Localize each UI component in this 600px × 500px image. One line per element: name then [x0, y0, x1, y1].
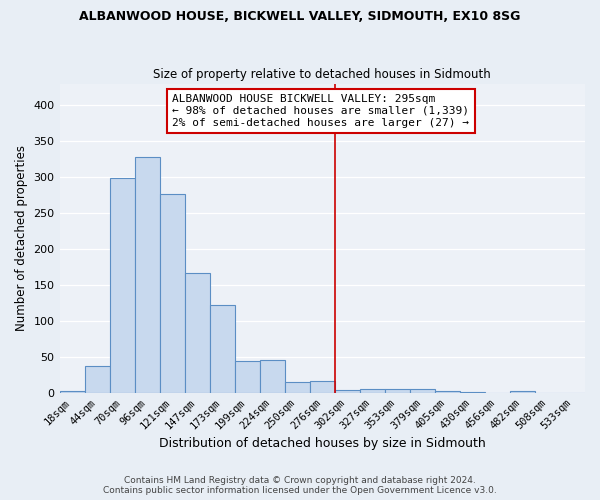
Title: Size of property relative to detached houses in Sidmouth: Size of property relative to detached ho… — [154, 68, 491, 81]
Bar — [360, 388, 385, 393]
Bar — [460, 392, 485, 393]
Text: ALBANWOOD HOUSE BICKWELL VALLEY: 295sqm
← 98% of detached houses are smaller (1,: ALBANWOOD HOUSE BICKWELL VALLEY: 295sqm … — [172, 94, 469, 128]
Bar — [185, 273, 209, 393]
Bar — [435, 391, 460, 393]
Bar — [160, 194, 185, 393]
Bar — [134, 157, 160, 393]
Text: ALBANWOOD HOUSE, BICKWELL VALLEY, SIDMOUTH, EX10 8SG: ALBANWOOD HOUSE, BICKWELL VALLEY, SIDMOU… — [79, 10, 521, 23]
Bar — [85, 366, 110, 393]
Bar — [410, 388, 435, 393]
Text: Contains HM Land Registry data © Crown copyright and database right 2024.
Contai: Contains HM Land Registry data © Crown c… — [103, 476, 497, 495]
Bar — [335, 390, 360, 393]
Bar — [310, 381, 335, 393]
Bar — [385, 388, 410, 393]
Bar — [110, 178, 134, 393]
Bar — [285, 382, 310, 393]
Bar — [235, 362, 260, 393]
Bar — [59, 391, 85, 393]
X-axis label: Distribution of detached houses by size in Sidmouth: Distribution of detached houses by size … — [159, 437, 485, 450]
Bar — [209, 305, 235, 393]
Bar — [260, 360, 285, 393]
Bar — [510, 391, 535, 393]
Y-axis label: Number of detached properties: Number of detached properties — [15, 146, 28, 332]
